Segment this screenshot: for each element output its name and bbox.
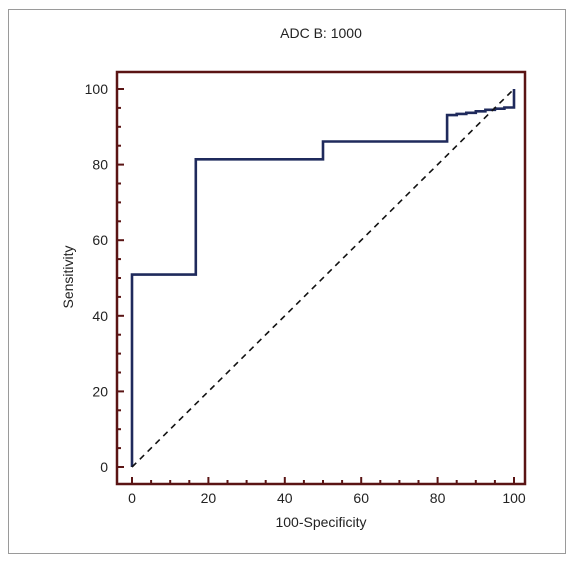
chart-title: ADC B: 1000 bbox=[280, 25, 362, 41]
y-tick-label: 40 bbox=[92, 308, 108, 324]
x-tick-label: 80 bbox=[430, 490, 446, 506]
y-tick-label: 0 bbox=[100, 459, 108, 475]
y-axis-title: Sensitivity bbox=[60, 245, 76, 308]
y-tick-label: 100 bbox=[85, 81, 109, 97]
reference-diagonal-line bbox=[131, 88, 515, 468]
x-tick-label: 40 bbox=[277, 490, 293, 506]
figure-frame bbox=[8, 9, 566, 554]
y-tick-label: 20 bbox=[92, 383, 108, 399]
x-tick-label: 60 bbox=[353, 490, 369, 506]
plot-area-frame bbox=[115, 70, 527, 486]
x-tick-label: 20 bbox=[201, 490, 217, 506]
x-axis-title: 100-Specificity bbox=[275, 514, 366, 530]
x-tick-label: 0 bbox=[128, 490, 136, 506]
roc-curve-line bbox=[130, 89, 516, 467]
y-tick-label: 80 bbox=[92, 157, 108, 173]
y-tick-label: 60 bbox=[92, 232, 108, 248]
x-tick-label: 100 bbox=[502, 490, 526, 506]
